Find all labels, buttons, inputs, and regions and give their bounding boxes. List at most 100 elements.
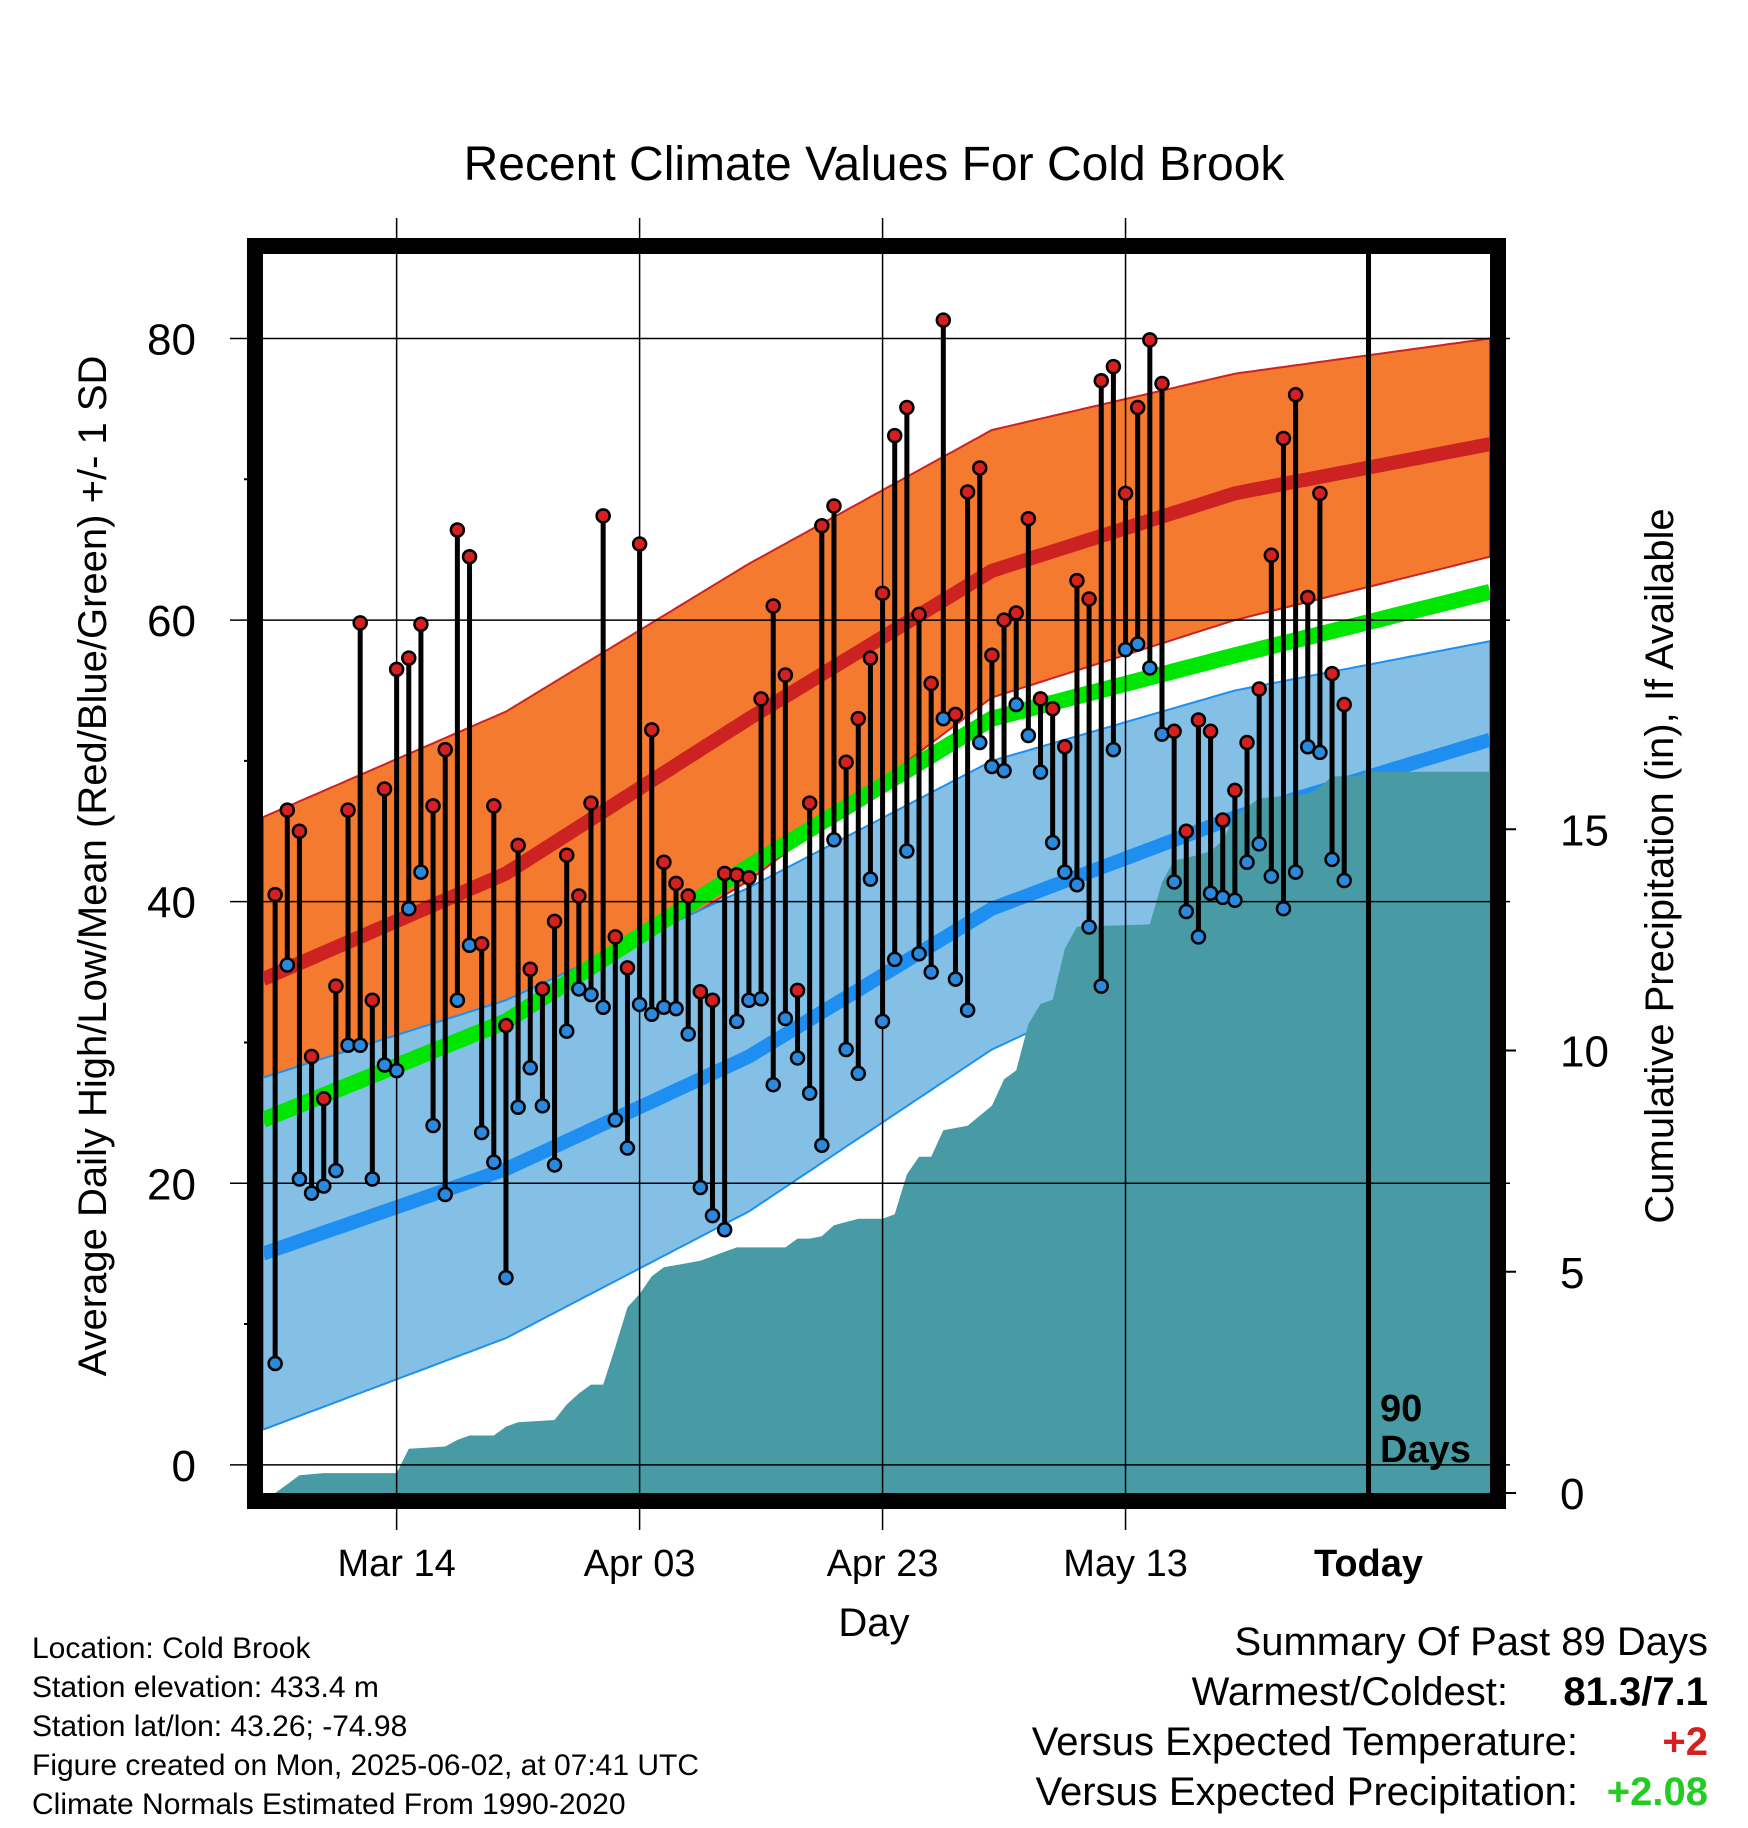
- warm-cold-value: 81.3/7.1: [1563, 1670, 1708, 1714]
- daily-high-point: [534, 981, 551, 997]
- daily-low-point: [777, 1010, 794, 1027]
- daily-high-point: [388, 661, 405, 678]
- y-tick-label: 40: [147, 879, 196, 928]
- daily-low-point: [1069, 877, 1085, 893]
- daily-high-point: [1117, 485, 1134, 502]
- daily-low-point: [959, 1002, 976, 1018]
- today-days-count: 90: [1380, 1388, 1422, 1430]
- daily-high-point: [899, 399, 915, 416]
- daily-high-point: [364, 992, 381, 1008]
- daily-low-point: [947, 971, 964, 987]
- daily-high-point: [558, 847, 575, 863]
- daily-low-point: [510, 1099, 526, 1115]
- daily-low-point: [328, 1162, 344, 1179]
- daily-low-point: [1312, 744, 1328, 761]
- daily-low-point: [1142, 660, 1158, 676]
- daily-low-point: [1275, 900, 1292, 917]
- daily-high-point: [1336, 696, 1352, 713]
- daily-low-point: [267, 1355, 283, 1372]
- daily-high-point: [595, 508, 611, 524]
- daily-low-point: [1239, 854, 1255, 870]
- daily-low-point: [437, 1186, 453, 1203]
- daily-low-point: [449, 992, 466, 1008]
- daily-low-point: [401, 900, 417, 917]
- daily-low-point: [1008, 696, 1024, 713]
- daily-low-point: [1251, 836, 1267, 852]
- y2-tick-label: 15: [1560, 806, 1609, 855]
- daily-high-point: [1057, 739, 1073, 755]
- daily-high-point: [1312, 485, 1328, 502]
- daily-low-point: [753, 991, 769, 1007]
- daily-low-point: [522, 1060, 539, 1076]
- daily-low-point: [838, 1041, 854, 1058]
- daily-high-point: [923, 675, 939, 692]
- daily-high-point: [1190, 712, 1207, 728]
- daily-high-point: [315, 1091, 332, 1107]
- precip-area: [263, 771, 1490, 1493]
- daily-low-point: [1214, 889, 1231, 906]
- daily-low-point: [1336, 872, 1352, 889]
- daily-low-point: [364, 1171, 381, 1187]
- daily-low-point: [729, 1013, 745, 1030]
- daily-high-point: [886, 427, 903, 444]
- daily-high-point: [498, 1017, 514, 1034]
- daily-low-point: [692, 1179, 709, 1196]
- daily-high-point: [1251, 681, 1267, 697]
- daily-low-point: [1300, 739, 1316, 755]
- daily-low-point: [1263, 868, 1280, 885]
- daily-low-point: [1117, 641, 1134, 658]
- daily-high-point: [692, 984, 709, 1000]
- daily-low-point: [413, 864, 429, 880]
- daily-high-point: [473, 936, 490, 952]
- chart-title: Recent Climate Values For Cold Brook: [464, 138, 1286, 191]
- daily-low-point: [486, 1154, 502, 1170]
- daily-high-point: [352, 615, 368, 631]
- daily-high-point: [680, 888, 696, 904]
- daily-high-point: [729, 867, 745, 883]
- daily-low-point: [1324, 851, 1340, 868]
- daily-low-point: [644, 1006, 660, 1023]
- summary-panel: Summary Of Past 89 Days Warmest/Coldest:…: [808, 1620, 1708, 1820]
- daily-low-point: [425, 1117, 441, 1134]
- daily-low-point: [558, 1023, 575, 1039]
- daily-low-point: [801, 1085, 818, 1101]
- daily-low-point: [595, 999, 611, 1016]
- daily-high-point: [1069, 572, 1085, 589]
- daily-high-point: [279, 802, 296, 818]
- daily-high-point: [619, 960, 636, 976]
- daily-high-point: [753, 691, 769, 707]
- x-tick-label: Apr 23: [827, 1543, 939, 1585]
- daily-low-point: [498, 1269, 514, 1286]
- daily-high-point: [510, 837, 526, 854]
- info-location: Location: Cold Brook: [32, 1632, 311, 1665]
- daily-high-point: [814, 517, 830, 534]
- y-tick-label: 80: [147, 315, 196, 364]
- daily-high-point: [267, 886, 283, 903]
- daily-high-point: [704, 992, 721, 1008]
- daily-high-point: [1093, 372, 1109, 389]
- info-normals-note: Climate Normals Estimated From 1990-2020: [32, 1788, 626, 1821]
- y-tick-label: 0: [172, 1442, 196, 1491]
- daily-high-point: [1008, 605, 1024, 621]
- daily-low-point: [1154, 726, 1170, 742]
- daily-low-point: [862, 871, 879, 887]
- daily-low-point: [911, 946, 927, 962]
- y-axis-label: Average Daily High/Low/Mean (Red/Blue/Gr…: [71, 356, 115, 1377]
- daily-low-point: [1093, 978, 1109, 994]
- daily-high-point: [1178, 823, 1195, 840]
- daily-high-point: [935, 312, 952, 328]
- daily-low-point: [352, 1037, 368, 1054]
- daily-low-point: [1190, 929, 1207, 945]
- daily-high-point: [668, 875, 684, 892]
- daily-high-point: [583, 795, 599, 811]
- daily-high-point: [644, 722, 660, 738]
- daily-high-point: [631, 536, 648, 552]
- daily-low-point: [923, 964, 939, 980]
- daily-low-point: [303, 1185, 320, 1201]
- daily-high-point: [376, 781, 393, 797]
- daily-low-point: [376, 1057, 393, 1073]
- daily-low-point: [814, 1137, 830, 1153]
- daily-high-point: [1227, 782, 1243, 799]
- plot-frame: [247, 238, 1506, 1509]
- precip-label: Versus Expected Precipitation:: [1035, 1770, 1578, 1814]
